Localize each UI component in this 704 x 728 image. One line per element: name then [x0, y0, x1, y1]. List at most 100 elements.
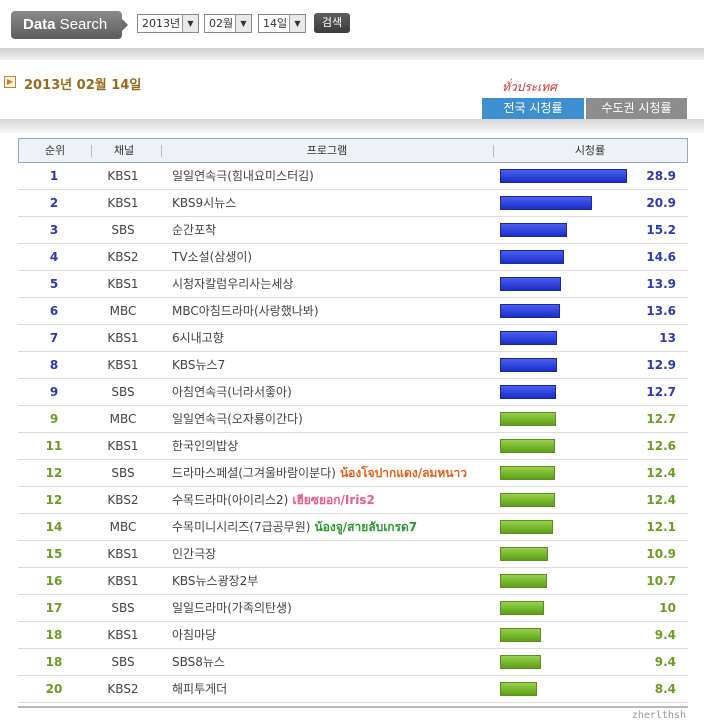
rank-cell: 18: [45, 655, 63, 669]
rating-value: 20.9: [646, 196, 676, 210]
channel-cell: KBS1: [107, 547, 139, 561]
data-search-bold: Data: [23, 16, 56, 33]
program-cell: TV소설(삼생이): [172, 244, 502, 271]
program-cell: 해피투게더: [172, 676, 502, 703]
bullet-arrow-icon: ▶: [4, 76, 16, 88]
year-select-value: 2013년: [142, 17, 181, 30]
table-row: 17 SBS 일일드라마(가족의탄생) 10: [18, 595, 688, 622]
rank-cell: 16: [45, 574, 63, 588]
watermark: zherlthsh: [631, 710, 686, 721]
channel-cell: KBS2: [107, 682, 139, 696]
table-row: 7 KBS1 6시내고향 13: [18, 325, 688, 352]
tab-divider: [0, 119, 704, 133]
table-header: 순위 채널 프로그램 시청률: [18, 138, 688, 163]
rating-bar: [500, 223, 567, 237]
channel-cell: SBS: [111, 223, 135, 237]
month-select-value: 02월: [209, 17, 234, 30]
header-separator: [91, 145, 92, 157]
tab-nationwide-label: 전국 시청률: [503, 101, 563, 115]
program-title: MBC아침드라마(사랑했나봐): [172, 304, 319, 318]
rating-value: 12.6: [646, 439, 676, 453]
program-title: 아침연속극(너라서좋아): [172, 385, 292, 399]
table-row: 1 KBS1 일일연속극(힘내요미스터김) 28.9: [18, 163, 688, 190]
program-cell: KBS9시뉴스: [172, 190, 502, 217]
header-separator: [493, 145, 494, 157]
program-title: 일일드라마(가족의탄생): [172, 601, 292, 615]
rank-cell: 1: [49, 169, 59, 183]
day-select-value: 14일: [263, 17, 288, 30]
rating-value: 10.7: [646, 574, 676, 588]
rank-cell: 2: [49, 196, 59, 210]
table-row: 6 MBC MBC아침드라마(사랑했나봐) 13.6: [18, 298, 688, 325]
search-button[interactable]: 검색: [314, 13, 350, 33]
channel-cell: KBS1: [107, 277, 139, 291]
table-row: 12 SBS 드라마스페셜(그겨울바람이분다) น้องโจปากแดง/ลมหนาว…: [18, 460, 688, 487]
rank-cell: 20: [45, 682, 63, 696]
rating-bar: [500, 385, 556, 399]
tab-capital-label: 수도권 시청률: [601, 101, 672, 115]
rank-cell: 12: [45, 493, 63, 507]
day-select[interactable]: 14일 ▼: [258, 14, 306, 33]
rating-bar: [500, 547, 548, 561]
channel-cell: KBS1: [107, 331, 139, 345]
rating-value: 13: [659, 331, 676, 345]
program-cell: 수목미니시리즈(7급공무원) น้องจู/สายลับเกรด7: [172, 514, 502, 541]
channel-cell: KBS1: [107, 574, 139, 588]
program-title: KBS뉴스7: [172, 358, 226, 372]
tab-capital-rating[interactable]: 수도권 시청률: [586, 98, 687, 119]
month-select[interactable]: 02월 ▼: [204, 14, 252, 33]
rating-value: 8.4: [654, 682, 676, 696]
table-row: 18 KBS1 아침마당 9.4: [18, 622, 688, 649]
ratings-table: 순위 채널 프로그램 시청률 1 KBS1 일일연속극(힘내요미스터김) 28.9 2 K…: [18, 138, 688, 703]
rating-value: 15.2: [646, 223, 676, 237]
channel-cell: MBC: [109, 412, 137, 426]
rating-bar: [500, 493, 555, 507]
rating-value: 12.4: [646, 493, 676, 507]
data-search-label: Data Search: [11, 11, 128, 39]
rank-cell: 17: [45, 601, 63, 615]
table-bottom-border: [18, 706, 688, 708]
program-cell: 일일연속극(힘내요미스터김): [172, 163, 502, 190]
program-title: 일일연속극(힘내요미스터김): [172, 169, 314, 183]
rating-bar: [500, 574, 547, 588]
rating-bar: [500, 331, 557, 345]
chevron-down-icon: ▼: [182, 15, 198, 32]
program-title: 드라마스페셜(그겨울바람이분다): [172, 466, 336, 480]
rank-cell: 3: [49, 223, 59, 237]
rating-bar: [500, 439, 555, 453]
table-row: 3 SBS 순간포착 15.2: [18, 217, 688, 244]
program-title: 아침마당: [172, 628, 217, 642]
rank-cell: 12: [45, 466, 63, 480]
table-row: 18 SBS SBS8뉴스 9.4: [18, 649, 688, 676]
thai-title-note: น้องจู/สายลับเกรด7: [314, 520, 418, 534]
channel-cell: KBS1: [107, 196, 139, 210]
program-cell: 일일드라마(가족의탄생): [172, 595, 502, 622]
rating-bar: [500, 520, 553, 534]
channel-cell: KBS1: [107, 439, 139, 453]
thai-title-note: น้องโจปากแดง/ลมหนาว: [339, 466, 467, 480]
program-cell: 한국인의밥상: [172, 433, 502, 460]
channel-cell: KBS1: [107, 358, 139, 372]
rank-cell: 5: [49, 277, 59, 291]
table-row: 12 KBS2 수목드라마(아이리스2) เฮียซยอก/Iris2 12.4: [18, 487, 688, 514]
rank-cell: 9: [49, 385, 59, 399]
thai-title-note: เฮียซยอก/Iris2: [292, 493, 375, 507]
rank-cell: 4: [49, 250, 59, 264]
rank-cell: 6: [49, 304, 59, 318]
rank-cell: 7: [49, 331, 59, 345]
rank-cell: 9: [49, 412, 59, 426]
program-title: 수목드라마(아이리스2): [172, 493, 289, 507]
rating-value: 12.9: [646, 358, 676, 372]
channel-cell: MBC: [109, 304, 137, 318]
header-program: 프로그램: [306, 144, 348, 157]
table-body: 1 KBS1 일일연속극(힘내요미스터김) 28.9 2 KBS1 KBS9시뉴스 20.9 3…: [18, 163, 688, 703]
table-row: 15 KBS1 인간극장 10.9: [18, 541, 688, 568]
rating-value: 10: [659, 601, 676, 615]
program-title: SBS8뉴스: [172, 655, 225, 669]
tab-nationwide-rating[interactable]: 전국 시청률: [482, 98, 584, 125]
rank-cell: 14: [45, 520, 63, 534]
year-select[interactable]: 2013년 ▼: [137, 14, 199, 33]
data-search-light: Search: [55, 16, 108, 33]
program-title: 6시내고향: [172, 331, 224, 345]
program-title: 일일연속극(오자룡이간다): [172, 412, 303, 426]
